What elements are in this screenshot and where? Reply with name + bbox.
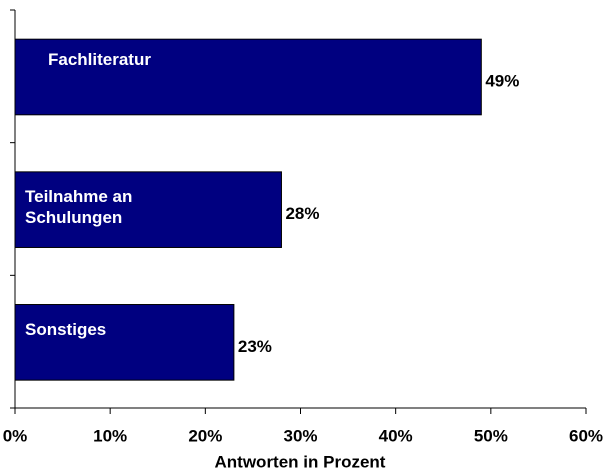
x-tick-label: 30% xyxy=(283,426,317,445)
category-label: Fachliteratur xyxy=(48,50,151,70)
value-label: 49% xyxy=(485,71,519,90)
x-tick-label: 50% xyxy=(474,426,508,445)
value-label: 28% xyxy=(285,204,319,223)
category-label: Sonstiges xyxy=(25,319,107,339)
bar xyxy=(14,304,235,381)
x-axis-title: Antworten in Prozent xyxy=(215,452,386,471)
x-tick-label: 0% xyxy=(3,426,28,445)
x-tick-label: 20% xyxy=(188,426,222,445)
x-tick-label: 40% xyxy=(379,426,413,445)
category-label: Teilnahme an Schulungen xyxy=(25,186,133,227)
x-tick-label: 10% xyxy=(93,426,127,445)
value-label: 23% xyxy=(238,337,272,356)
x-tick-label: 60% xyxy=(569,426,603,445)
bar xyxy=(14,171,282,248)
bar xyxy=(14,38,482,116)
